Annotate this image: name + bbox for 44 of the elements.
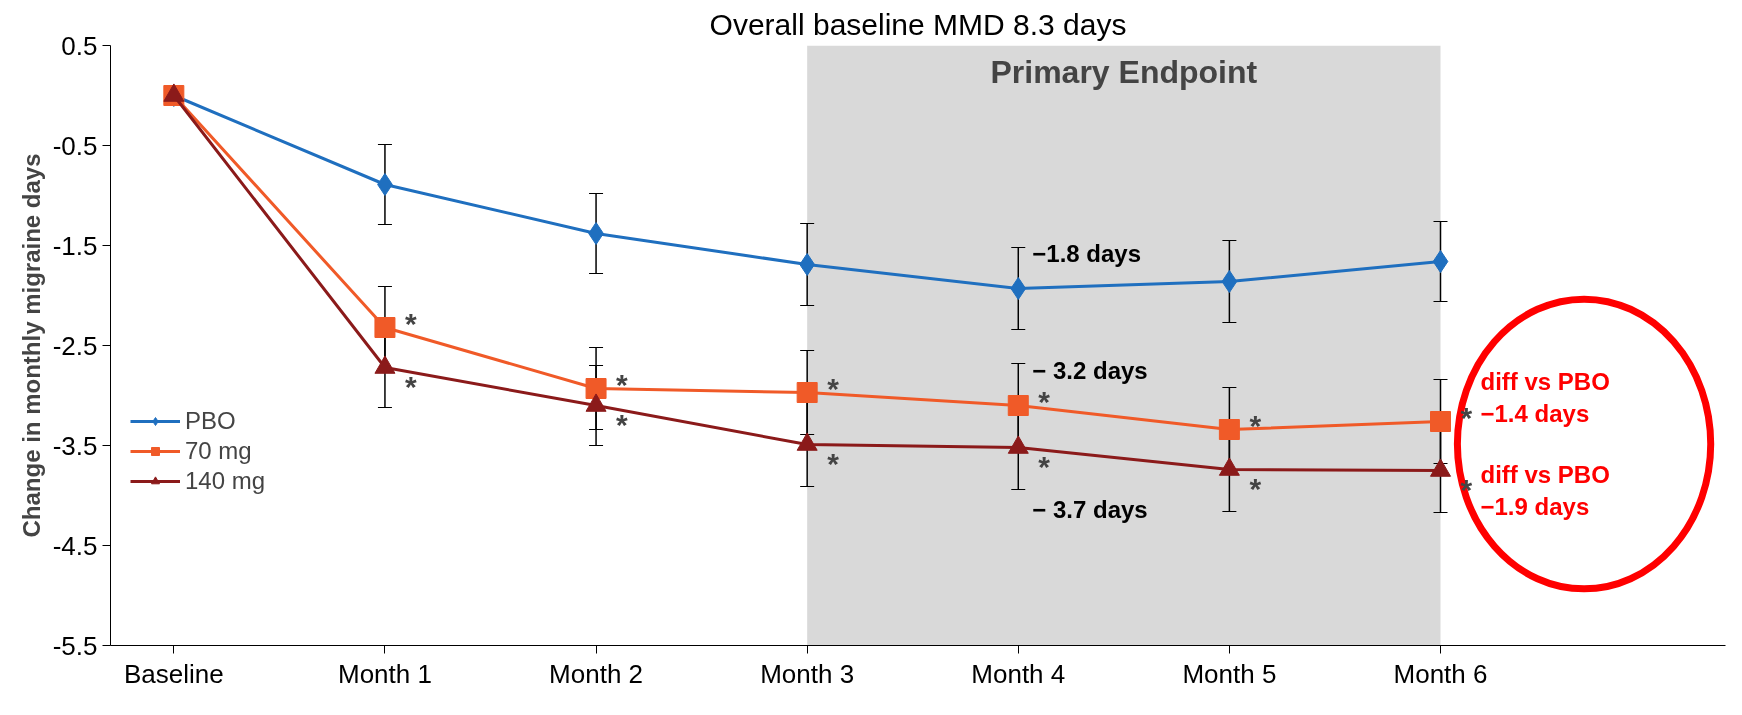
point [1221,270,1238,293]
point [585,378,607,399]
annotation: −1.8 days [1032,240,1142,267]
annotation: * [1249,409,1262,442]
annotation: * [616,408,629,441]
x-tick-label: Month 3 [760,658,855,689]
y-tick-label: -5.5 [52,630,98,661]
point [1432,250,1449,273]
x-tick-label: Month 2 [549,658,644,689]
band-label: Primary Endpoint [990,53,1258,90]
x-tick-label: Month 6 [1393,658,1488,689]
legend-label: PBO [185,407,236,435]
annotation: * [1038,385,1051,418]
legend-label: 70 mg [185,437,252,465]
y-tick-label: -0.5 [52,130,98,161]
x-tick-label: Month 4 [971,658,1066,689]
x-tick-label: Baseline [123,658,224,689]
annotation: diff vs PBO −1.9 days [1480,460,1610,521]
point [1430,411,1451,432]
annotation: * [616,368,629,401]
point [1007,395,1029,416]
y-axis-title: Change in monthly migraine days [17,153,45,538]
point [374,317,396,338]
chart-title: Overall baseline MMD 8.3 days [709,7,1127,41]
point [1010,277,1027,300]
x-tick-label: Month 5 [1182,658,1277,689]
y-tick-label: -2.5 [52,330,98,361]
point [796,382,818,403]
annotation: * [404,307,417,340]
y-tick-label: 0.5 [61,30,98,61]
annotation: * [1249,472,1262,505]
point [1218,419,1240,440]
y-tick-label: -1.5 [52,230,98,261]
annotation: diff vs PBO −1.4 days [1480,367,1610,428]
annotation: * [827,447,840,480]
y-tick-label: -4.5 [52,530,98,561]
legend-label: 140 mg [185,467,266,495]
annotation: * [1038,450,1051,483]
y-tick-label: -3.5 [52,430,98,461]
annotation: * [827,372,840,405]
annotation: * [404,370,417,403]
annotation: − 3.7 days [1032,496,1148,523]
annotation: − 3.2 days [1032,357,1148,384]
x-tick-label: Month 1 [337,658,432,689]
